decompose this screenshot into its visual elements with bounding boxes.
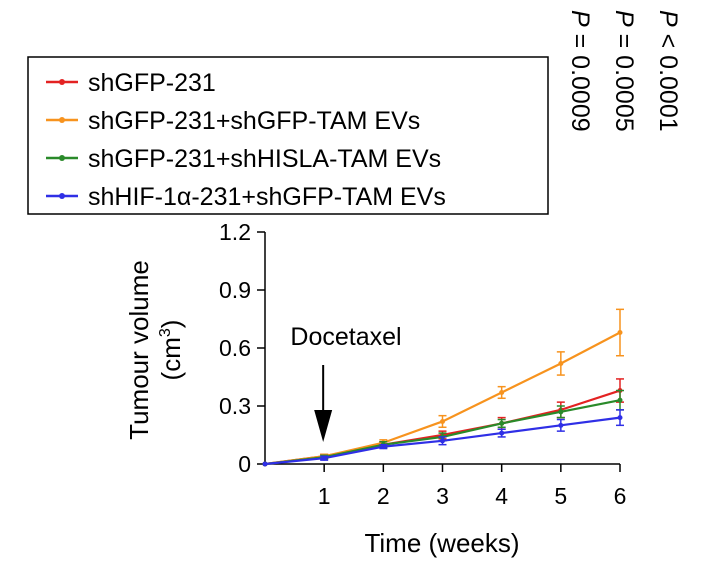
x-tick-label: 4 [495, 483, 508, 509]
p-value-text: P = 0.0009 [566, 10, 594, 132]
p-number: = 0.0009 [566, 27, 594, 132]
series-4 [262, 409, 624, 467]
data-point [617, 330, 623, 336]
y-axis-unit: (cm [156, 337, 186, 380]
data-point [558, 422, 564, 428]
x-tick-label: 2 [377, 483, 390, 509]
p-value: P = 0.0009 [566, 10, 594, 132]
p-label: P [566, 10, 594, 27]
data-point [499, 430, 505, 436]
y-axis-title: Tumour volume (cm3) [124, 260, 186, 440]
y-axis-title-line2: (cm3) [156, 320, 186, 381]
x-tick-label: 6 [614, 483, 627, 509]
legend-item: shGFP-231 [46, 69, 216, 97]
data-point [617, 397, 623, 403]
y-tick-label: 1.2 [219, 219, 251, 245]
p-value: P = 0.0005 [610, 10, 638, 132]
y-tick-label: 0.9 [219, 277, 251, 303]
legend-item: shHIF-1α-231+shGFP-TAM EVs [46, 183, 446, 211]
data-point [499, 420, 505, 426]
docetaxel-arrow-head [314, 410, 333, 442]
legend-item: shGFP-231+shGFP-TAM EVs [46, 107, 420, 135]
legend-label: shGFP-231 [88, 69, 216, 97]
x-tick-label: 1 [318, 483, 331, 509]
data-point [440, 418, 445, 424]
p-number: = 0.0005 [610, 27, 638, 132]
legend-marker [59, 193, 65, 199]
p-value-text: P < 0.0001 [654, 10, 682, 132]
legend-marker [59, 155, 65, 161]
docetaxel-annotation: Docetaxel [290, 323, 402, 442]
p-label: P [610, 10, 638, 27]
data-point [499, 389, 505, 395]
legend-label: shHIF-1α-231+shGFP-TAM EVs [88, 183, 446, 211]
legend-item: shGFP-231+shHISLA-TAM EVs [46, 145, 441, 173]
data-point [440, 438, 445, 444]
y-tick-label: 0.6 [219, 335, 251, 361]
legend-label: shGFP-231+shGFP-TAM EVs [88, 107, 420, 135]
p-value: P < 0.0001 [654, 10, 682, 132]
series-layer [262, 308, 624, 467]
y-axis-title-line1: Tumour volume [124, 260, 154, 440]
data-point [321, 455, 327, 461]
data-point [617, 415, 623, 421]
x-axis-title: Time (weeks) [364, 528, 519, 558]
legend-marker [59, 79, 65, 85]
p-value-text: P = 0.0005 [610, 10, 638, 132]
data-point [380, 444, 386, 450]
data-point [558, 409, 564, 415]
legend-label: shGFP-231+shHISLA-TAM EVs [88, 145, 441, 173]
docetaxel-label: Docetaxel [290, 323, 401, 351]
y-tick-label: 0 [238, 451, 251, 477]
y-axis-unit-sup: 3 [157, 328, 174, 337]
y-axis-unit-close: ) [156, 320, 186, 329]
legend-box [27, 56, 549, 215]
p-number: < 0.0001 [654, 27, 682, 132]
series-3 [262, 389, 624, 467]
y-tick-label: 0.3 [219, 393, 251, 419]
data-point [262, 461, 268, 467]
x-tick-label: 5 [554, 483, 567, 509]
axes: 0 0.3 0.6 0.9 1.2 1 2 3 4 5 6 [219, 219, 626, 509]
data-point [558, 360, 564, 366]
p-label: P [654, 10, 682, 27]
legend-marker [59, 117, 65, 123]
legend: shGFP-231 shGFP-231+shGFP-TAM EVs shGFP-23… [27, 56, 549, 215]
x-tick-label: 3 [436, 483, 449, 509]
